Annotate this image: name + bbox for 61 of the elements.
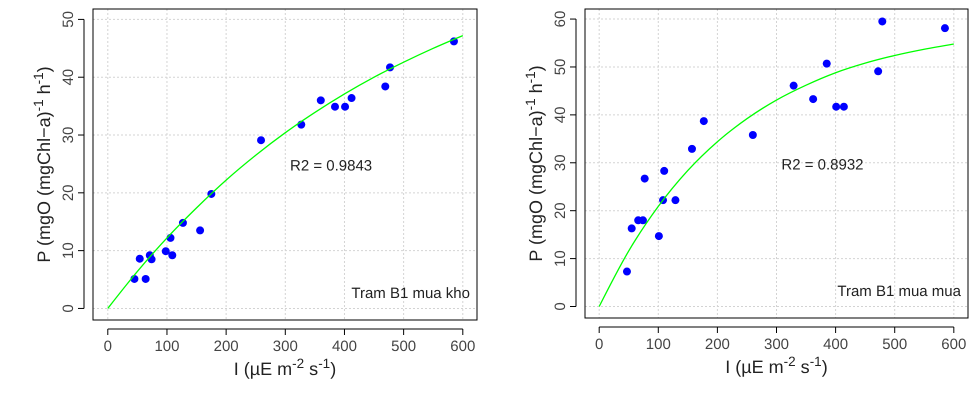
- annotation: Tram B1 mua mua: [837, 283, 962, 300]
- annotation: R2 = 0.8932: [781, 156, 864, 174]
- x-tick-label: 200: [214, 338, 239, 355]
- point: [688, 144, 696, 153]
- point: [628, 224, 636, 232]
- point: [640, 174, 649, 183]
- point: [790, 82, 798, 90]
- x-axis-title: I (µE m$^{-2}$ s$^{-1}$): [234, 356, 336, 379]
- y-tick-label: 50: [552, 58, 569, 76]
- x-tick-label: 100: [646, 336, 671, 353]
- x-tick-label: 400: [332, 338, 357, 355]
- annotation: Tram B1 mua kho: [351, 285, 470, 302]
- y-tick-label: 30: [60, 126, 77, 144]
- point: [142, 274, 150, 283]
- y-tick-label: 20: [60, 184, 77, 202]
- point: [162, 247, 170, 256]
- point: [341, 102, 350, 111]
- point: [348, 94, 356, 102]
- point: [660, 166, 668, 175]
- point: [700, 117, 708, 126]
- point: [878, 17, 886, 26]
- y-tick-label: 30: [552, 154, 569, 172]
- y-tick-label: 0: [60, 304, 77, 313]
- point: [136, 254, 144, 263]
- x-tick-label: 200: [704, 336, 730, 353]
- point: [196, 226, 204, 234]
- x-tick-label: 500: [882, 336, 908, 353]
- y-tick-label: 20: [552, 202, 569, 220]
- y-tick-label: 40: [552, 106, 569, 124]
- point: [654, 232, 663, 240]
- x-tick-label: 400: [823, 336, 848, 353]
- x-tick-label: 0: [595, 336, 604, 353]
- x-tick-label: 500: [391, 338, 416, 355]
- x-tick-label: 0: [104, 338, 112, 355]
- x-tick-label: 300: [764, 336, 790, 353]
- point: [381, 82, 390, 90]
- point: [940, 24, 949, 32]
- x-tick-label: 300: [272, 338, 298, 355]
- y-tick-label: 10: [60, 242, 77, 259]
- point: [874, 67, 882, 76]
- point: [622, 268, 631, 276]
- annotation: R2 = 0.9843: [290, 158, 372, 175]
- point: [822, 60, 831, 68]
- x-axis-title: I (µE m$^{-2}$ s$^{-1}$): [725, 354, 828, 377]
- x-tick-label: 600: [450, 338, 476, 355]
- y-tick-label: 10: [552, 250, 569, 267]
- point: [671, 196, 680, 204]
- point: [809, 95, 818, 104]
- point: [832, 102, 840, 111]
- point: [316, 96, 325, 104]
- y-tick-label: 60: [552, 10, 569, 28]
- point: [257, 136, 266, 144]
- x-tick-label: 600: [941, 336, 966, 353]
- point: [330, 102, 339, 111]
- x-tick-label: 100: [154, 338, 180, 355]
- y-tick-label: 40: [60, 68, 77, 86]
- y-tick-label: 0: [552, 302, 569, 311]
- point: [168, 251, 176, 260]
- point: [748, 130, 757, 139]
- y-tick-label: 50: [60, 11, 77, 28]
- point: [840, 102, 848, 111]
